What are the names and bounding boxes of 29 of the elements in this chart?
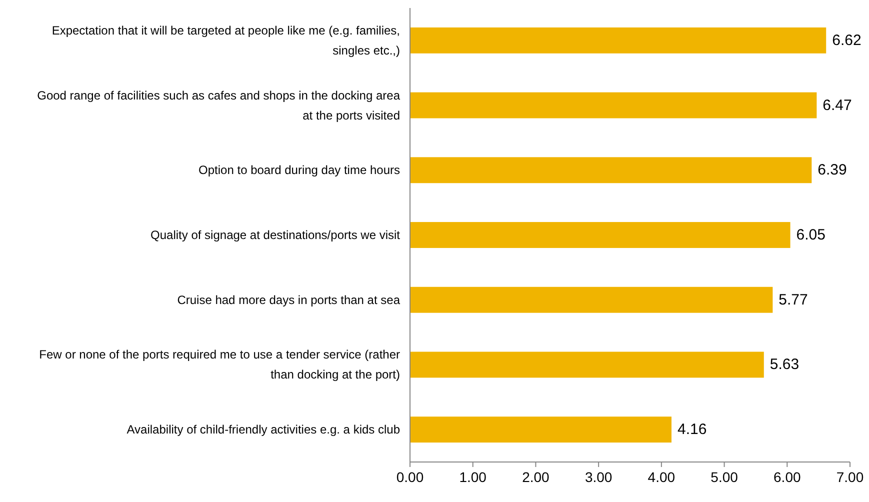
y-tick-label: Option to board during day time hours — [198, 163, 400, 178]
bar — [410, 286, 773, 313]
data-label: 5.77 — [778, 291, 808, 308]
x-tick-label: 1.00 — [459, 469, 487, 485]
y-tick-label: Availability of child-friendly activities e.g. a kids club — [126, 422, 400, 437]
bar — [410, 416, 672, 443]
bar — [410, 222, 790, 248]
x-tick-label: 7.00 — [836, 469, 864, 485]
bar — [410, 352, 764, 378]
data-label: 6.47 — [822, 96, 852, 114]
x-tick-label: 6.00 — [774, 469, 801, 485]
y-tick-label: Cruise had more days in ports than at sea — [177, 292, 400, 307]
bar — [410, 27, 826, 54]
data-label: 6.62 — [832, 32, 862, 49]
x-tick-label: 3.00 — [584, 469, 612, 485]
bar — [410, 92, 817, 118]
y-tick-label: Quality of signage at destinations/ports we visit — [150, 228, 401, 242]
data-label: 4.16 — [677, 421, 707, 438]
x-tick-label: 5.00 — [710, 469, 738, 485]
data-label: 6.39 — [818, 162, 847, 179]
x-tick-label: 2.00 — [522, 469, 550, 485]
y-tick-label: Expectation that it will be targeted at people like me (e.g. families, singles etc.,) — [52, 23, 400, 58]
x-tick-label: 0.00 — [396, 469, 424, 485]
y-tick-label: Good range of facilities such as cafes and shops in the docking area at the ports visited — [37, 88, 400, 122]
bar — [410, 157, 812, 184]
data-label: 6.05 — [796, 226, 826, 244]
x-tick-label: 4.00 — [648, 469, 676, 485]
y-tick-label: Few or none of the ports required me to use a tender service (rather than docking at the port) — [39, 348, 400, 382]
data-label: 5.63 — [770, 356, 800, 374]
